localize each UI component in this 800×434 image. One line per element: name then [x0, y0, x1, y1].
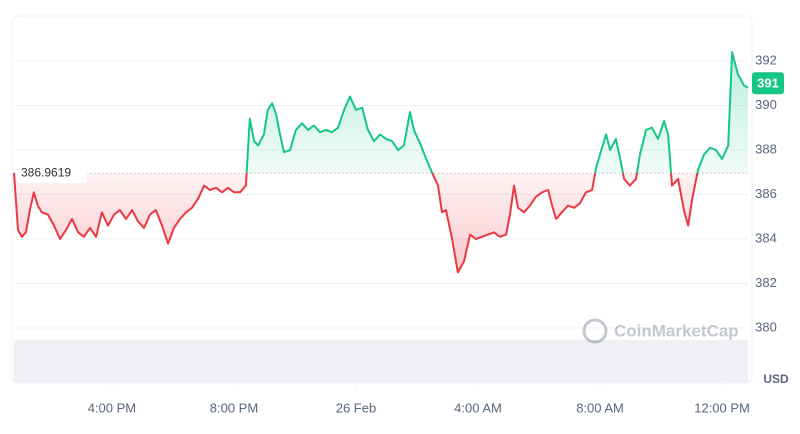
- y-tick-label: 392: [755, 52, 777, 67]
- area-fill: [14, 52, 748, 273]
- y-tick-label: 390: [755, 97, 777, 112]
- y-tick-label: 380: [755, 319, 777, 334]
- x-tick-label: 4:00 PM: [88, 400, 136, 415]
- x-tick-label: 8:00 PM: [210, 400, 258, 415]
- baseline-label-bg: [17, 163, 87, 184]
- x-tick-label: 4:00 AM: [454, 400, 502, 415]
- y-unit: USD: [763, 372, 789, 386]
- last-price-label: 391: [757, 76, 779, 91]
- x-tick-label: 8:00 AM: [576, 400, 624, 415]
- x-tick-label: 26 Feb: [336, 400, 376, 415]
- watermark-text: CoinMarketCap: [614, 321, 739, 340]
- last-price-badge: [752, 72, 784, 95]
- x-tick-label: 12:00 PM: [694, 400, 750, 415]
- volume-band: [14, 340, 748, 383]
- y-tick-label: 386: [755, 186, 777, 201]
- baseline-label: 386.9619: [21, 165, 71, 179]
- watermark-logo: [582, 318, 608, 344]
- watermark: CoinMarketCap: [582, 318, 739, 344]
- price-line: [13, 51, 749, 274]
- y-tick-label: 388: [755, 141, 777, 156]
- y-tick-label: 384: [755, 230, 777, 245]
- y-tick-label: 382: [755, 275, 777, 290]
